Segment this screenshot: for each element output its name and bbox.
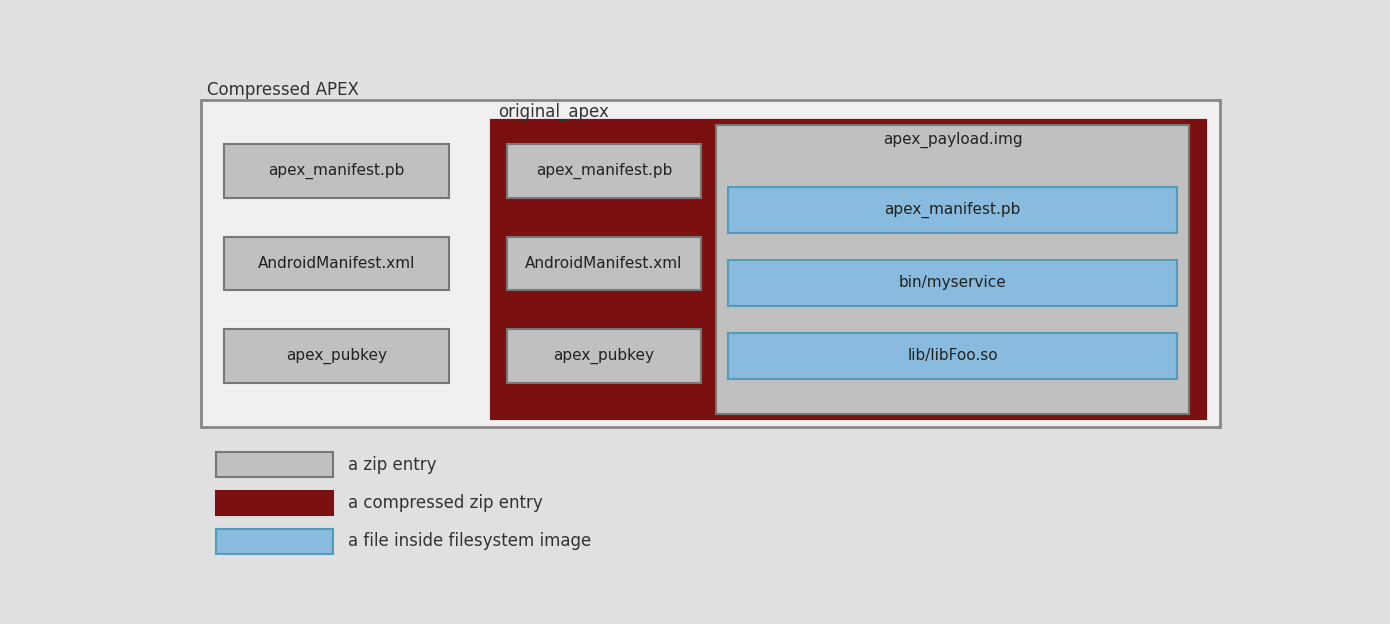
Text: a zip entry: a zip entry bbox=[348, 456, 436, 474]
Text: apex_payload.img: apex_payload.img bbox=[883, 132, 1023, 149]
Bar bbox=[492, 121, 1205, 417]
Bar bbox=[224, 144, 449, 198]
Text: AndroidManifest.xml: AndroidManifest.xml bbox=[257, 256, 416, 271]
Text: lib/libFoo.so: lib/libFoo.so bbox=[908, 348, 998, 363]
Text: AndroidManifest.xml: AndroidManifest.xml bbox=[525, 256, 682, 271]
Bar bbox=[507, 236, 701, 291]
Bar bbox=[728, 187, 1177, 233]
Bar bbox=[507, 329, 701, 383]
Text: bin/myservice: bin/myservice bbox=[899, 275, 1006, 290]
Text: apex_pubkey: apex_pubkey bbox=[553, 348, 655, 364]
Bar bbox=[224, 236, 449, 291]
Text: apex_pubkey: apex_pubkey bbox=[286, 348, 386, 364]
Bar bbox=[224, 329, 449, 383]
Bar bbox=[202, 99, 1220, 427]
Text: original_apex: original_apex bbox=[498, 103, 609, 121]
Text: a file inside filesystem image: a file inside filesystem image bbox=[348, 532, 591, 550]
Bar bbox=[728, 260, 1177, 306]
Text: apex_manifest.pb: apex_manifest.pb bbox=[535, 163, 671, 179]
Text: a compressed zip entry: a compressed zip entry bbox=[348, 494, 543, 512]
Text: Compressed APEX: Compressed APEX bbox=[207, 81, 359, 99]
Bar bbox=[507, 144, 701, 198]
Bar bbox=[217, 490, 332, 515]
Bar bbox=[217, 529, 332, 554]
Bar bbox=[728, 333, 1177, 379]
Bar bbox=[217, 452, 332, 477]
Text: apex_manifest.pb: apex_manifest.pb bbox=[268, 163, 404, 179]
Bar bbox=[716, 125, 1188, 414]
Text: apex_manifest.pb: apex_manifest.pb bbox=[884, 202, 1020, 218]
